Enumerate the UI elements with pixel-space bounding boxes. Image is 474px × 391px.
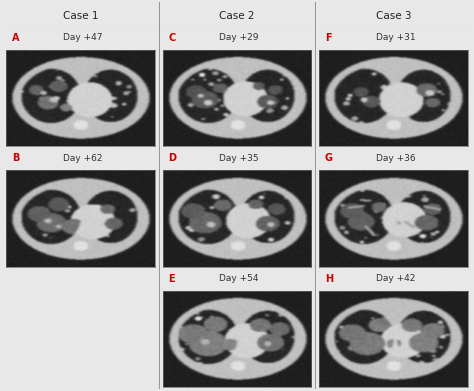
Text: B: B (12, 153, 19, 163)
Text: E: E (169, 274, 175, 284)
Text: Case 1: Case 1 (63, 11, 98, 21)
Text: D: D (169, 153, 176, 163)
Text: Case 2: Case 2 (219, 11, 255, 21)
Text: Day +42: Day +42 (375, 274, 415, 283)
Text: Day +35: Day +35 (219, 154, 259, 163)
Text: A: A (12, 33, 19, 43)
Text: Case 3: Case 3 (376, 11, 411, 21)
Text: F: F (325, 33, 332, 43)
Text: Day +62: Day +62 (63, 154, 102, 163)
Text: Day +47: Day +47 (63, 33, 102, 42)
Text: C: C (169, 33, 176, 43)
Text: G: G (325, 153, 333, 163)
Text: Day +54: Day +54 (219, 274, 259, 283)
Text: Day +31: Day +31 (375, 33, 415, 42)
Text: H: H (325, 274, 333, 284)
Text: Day +29: Day +29 (219, 33, 259, 42)
Text: Day +36: Day +36 (375, 154, 415, 163)
